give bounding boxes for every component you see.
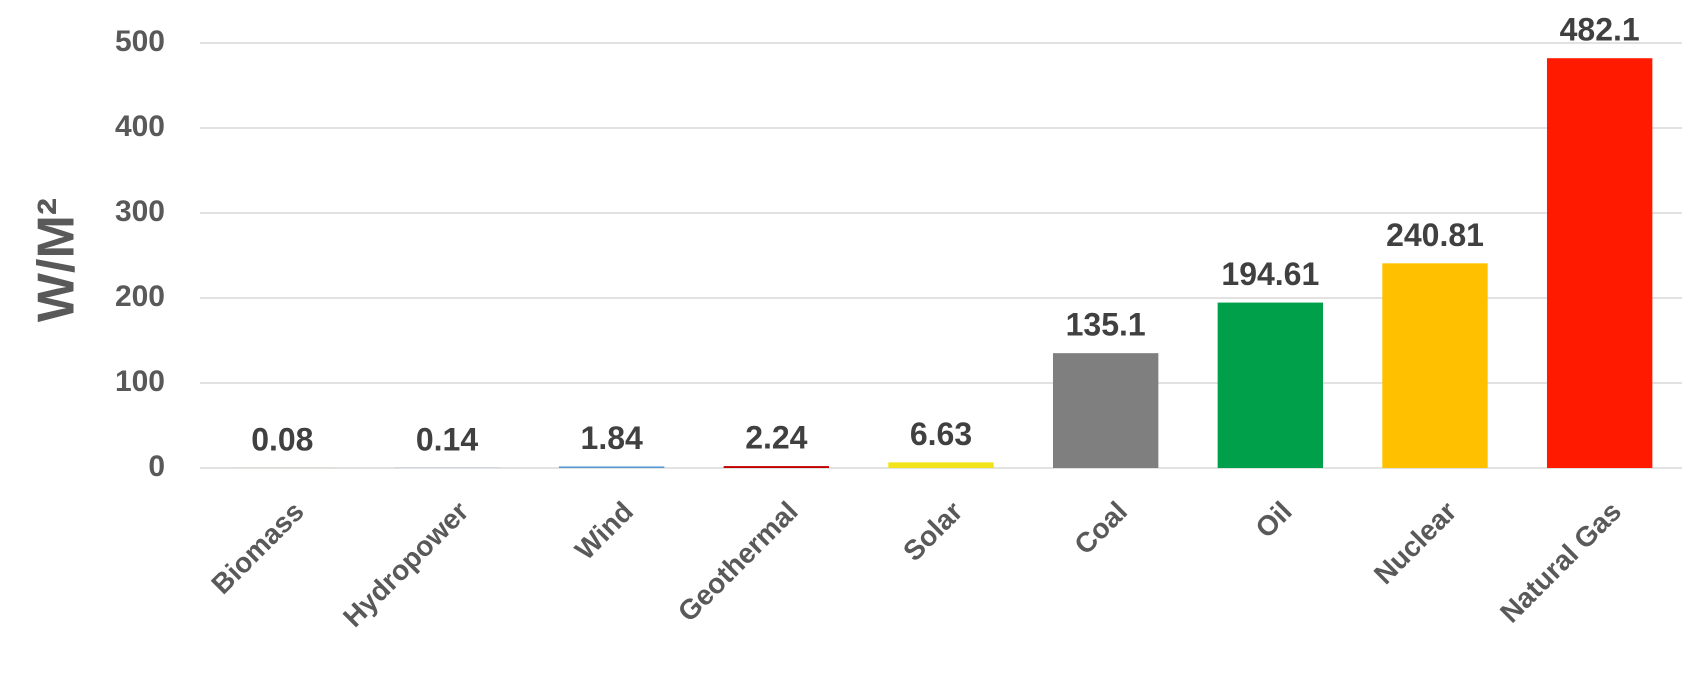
value-label: 482.1 (1560, 12, 1640, 48)
x-tick-label: Geothermal (672, 496, 804, 628)
x-tick-label: Wind (569, 496, 639, 566)
x-tick-label: Oil (1249, 496, 1297, 544)
value-label: 6.63 (910, 416, 972, 452)
y-tick-label: 500 (115, 25, 165, 58)
x-tick-label: Biomass (205, 496, 309, 600)
y-tick-label: 400 (115, 110, 165, 143)
x-tick-label: Solar (897, 495, 969, 567)
value-label: 1.84 (581, 420, 643, 456)
value-label: 194.61 (1221, 256, 1319, 292)
x-tick-label: Natural Gas (1494, 496, 1627, 629)
value-label: 0.08 (251, 421, 313, 457)
chart: W/M² 0 100 200 300 400 500 Biomass 0.08 Hydropow… (0, 0, 1682, 673)
bar (888, 462, 993, 468)
x-tick-label: Coal (1068, 496, 1133, 561)
value-label: 135.1 (1066, 307, 1146, 343)
value-label: 240.81 (1386, 217, 1484, 253)
y-tick-label: 0 (148, 450, 165, 483)
bar (1053, 353, 1158, 468)
value-label: 0.14 (416, 421, 478, 457)
bar (1382, 263, 1487, 468)
bar (724, 466, 829, 468)
y-axis-title: W/M² (28, 198, 86, 322)
y-tick-label: 100 (115, 365, 165, 398)
bar (1547, 58, 1652, 468)
value-label: 2.24 (745, 420, 807, 456)
bar (1218, 303, 1323, 468)
y-tick-label: 200 (115, 280, 165, 313)
x-tick-label: Nuclear (1368, 495, 1463, 590)
x-tick-label: Hydropower (337, 495, 475, 633)
bar (559, 466, 664, 468)
y-tick-label: 300 (115, 195, 165, 228)
